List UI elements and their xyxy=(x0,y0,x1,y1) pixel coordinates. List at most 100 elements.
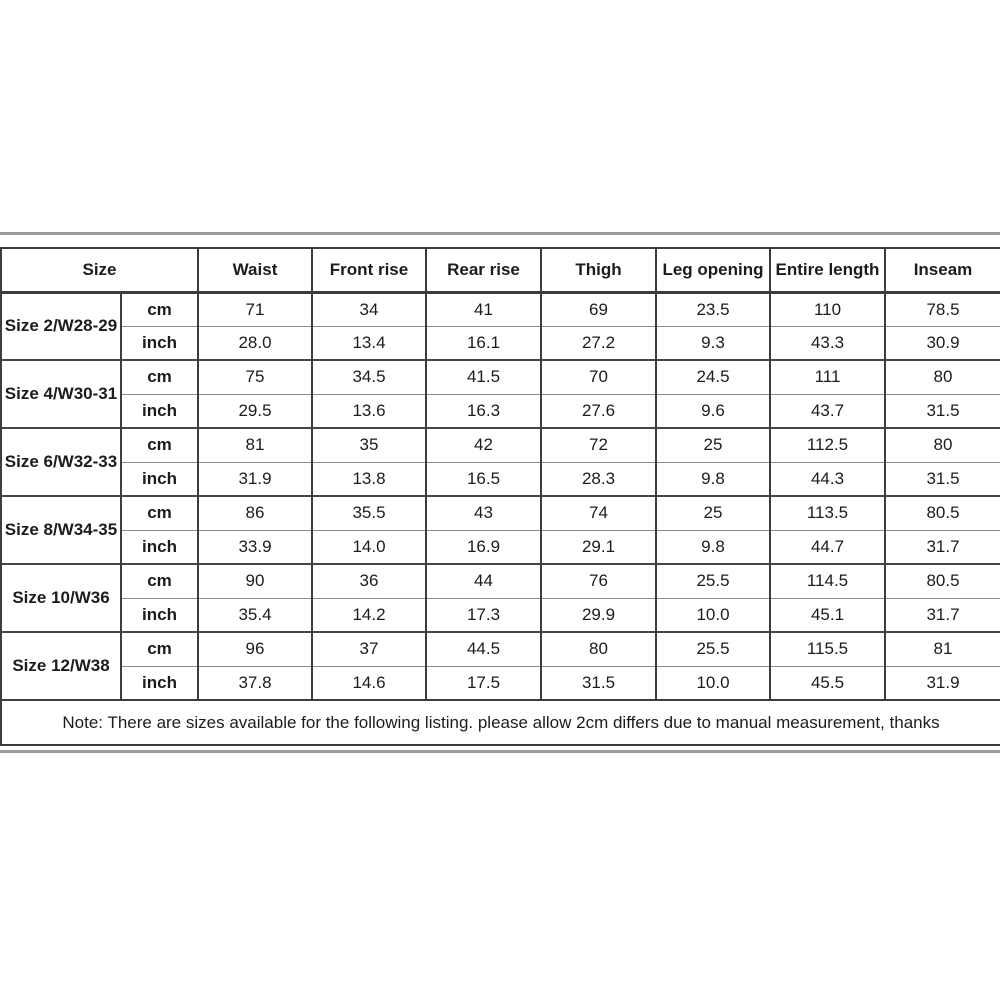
measurement-cell-cm: 37 xyxy=(311,631,427,666)
size-row-cm: Size 10/W36 cm 90 36 44 76 25.5 114.5 80.5 xyxy=(0,563,1000,632)
measurement-cell-inch: 9.8 xyxy=(655,461,771,496)
measurement-cell-inch: 44.7 xyxy=(769,529,886,564)
unit-label-cm: cm xyxy=(120,495,199,530)
measurement-cell-inch: 30.9 xyxy=(884,325,1000,360)
measurement-cell-cm: 86 xyxy=(197,495,313,530)
unit-label-inch: inch xyxy=(120,597,199,632)
measurement-cell-cm: 112.5 xyxy=(769,427,886,462)
unit-label-inch: inch xyxy=(120,393,199,428)
top-divider-line xyxy=(0,232,1000,235)
size-row-cm: Size 2/W28-29 cm 71 34 41 69 23.5 110 78.5 xyxy=(0,291,1000,360)
measurement-cell-inch: 33.9 xyxy=(197,529,313,564)
size-row-cm: Size 6/W32-33 cm 81 35 42 72 25 112.5 80 xyxy=(0,427,1000,496)
measurement-cell-cm: 69 xyxy=(540,291,657,326)
measurement-cell-inch: 31.9 xyxy=(884,665,1000,700)
column-header-waist: Waist xyxy=(197,247,313,294)
size-row-inch: inch 29.5 13.6 16.3 27.6 9.6 43.7 31.5 xyxy=(1,393,1000,428)
size-row-inch: inch 33.9 14.0 16.9 29.1 9.8 44.7 31.7 xyxy=(1,529,1000,564)
measurement-cell-cm: 35.5 xyxy=(311,495,427,530)
measurement-cell-inch: 43.3 xyxy=(769,325,886,360)
measurement-cell-inch: 16.5 xyxy=(425,461,542,496)
bottom-divider-line xyxy=(0,750,1000,753)
measurement-cell-cm: 25.5 xyxy=(655,563,771,598)
measurement-cell-inch: 17.3 xyxy=(425,597,542,632)
measurement-cell-inch: 31.7 xyxy=(884,529,1000,564)
measurement-cell-inch: 16.1 xyxy=(425,325,542,360)
size-label: Size 2/W28-29 xyxy=(0,291,122,360)
measurement-cell-inch: 31.5 xyxy=(540,665,657,700)
measurement-cell-cm: 80 xyxy=(884,427,1000,462)
measurement-cell-inch: 29.1 xyxy=(540,529,657,564)
measurement-cell-inch: 35.4 xyxy=(197,597,313,632)
measurement-cell-inch: 14.0 xyxy=(311,529,427,564)
measurement-cell-cm: 74 xyxy=(540,495,657,530)
measurement-cell-inch: 13.8 xyxy=(311,461,427,496)
column-header-rear-rise: Rear rise xyxy=(425,247,542,294)
measurement-cell-inch: 9.6 xyxy=(655,393,771,428)
unit-label-cm: cm xyxy=(120,291,199,326)
size-row-inch: inch 35.4 14.2 17.3 29.9 10.0 45.1 31.7 xyxy=(1,597,1000,632)
size-row-cm: Size 4/W30-31 cm 75 34.5 41.5 70 24.5 111 80 xyxy=(0,359,1000,428)
measurement-cell-inch: 14.6 xyxy=(311,665,427,700)
measurement-cell-cm: 80 xyxy=(884,359,1000,394)
measurement-cell-cm: 80 xyxy=(540,631,657,666)
column-header-front-rise: Front rise xyxy=(311,247,427,294)
measurement-cell-inch: 13.6 xyxy=(311,393,427,428)
measurement-cell-cm: 81 xyxy=(884,631,1000,666)
unit-label-cm: cm xyxy=(120,427,199,462)
header-row: Size Waist Front rise Rear rise Thigh Le… xyxy=(0,247,1000,294)
measurement-cell-inch: 43.7 xyxy=(769,393,886,428)
measurement-cell-inch: 45.1 xyxy=(769,597,886,632)
measurement-cell-inch: 14.2 xyxy=(311,597,427,632)
measurement-cell-cm: 90 xyxy=(197,563,313,598)
measurement-cell-inch: 16.3 xyxy=(425,393,542,428)
column-header-entire-length: Entire length xyxy=(769,247,886,294)
size-row-inch: inch 37.8 14.6 17.5 31.5 10.0 45.5 31.9 xyxy=(1,665,1000,700)
size-label: Size 4/W30-31 xyxy=(0,359,122,428)
measurement-cell-inch: 10.0 xyxy=(655,597,771,632)
measurement-cell-cm: 41 xyxy=(425,291,542,326)
measurement-cell-cm: 71 xyxy=(197,291,313,326)
unit-label-inch: inch xyxy=(120,325,199,360)
unit-label-inch: inch xyxy=(120,665,199,700)
unit-label-inch: inch xyxy=(120,461,199,496)
measurement-cell-cm: 25 xyxy=(655,495,771,530)
measurement-cell-inch: 10.0 xyxy=(655,665,771,700)
column-header-size: Size xyxy=(0,247,199,294)
measurement-cell-inch: 31.5 xyxy=(884,393,1000,428)
note-row: Note: There are sizes available for the … xyxy=(0,699,1000,746)
measurement-cell-cm: 25.5 xyxy=(655,631,771,666)
measurement-cell-cm: 70 xyxy=(540,359,657,394)
measurement-cell-cm: 42 xyxy=(425,427,542,462)
measurement-cell-inch: 37.8 xyxy=(197,665,313,700)
measurement-cell-inch: 29.9 xyxy=(540,597,657,632)
measurement-cell-cm: 110 xyxy=(769,291,886,326)
column-header-leg-opening: Leg opening xyxy=(655,247,771,294)
measurement-cell-cm: 34 xyxy=(311,291,427,326)
measurement-cell-cm: 115.5 xyxy=(769,631,886,666)
measurement-cell-cm: 44 xyxy=(425,563,542,598)
measurement-cell-cm: 114.5 xyxy=(769,563,886,598)
measurement-cell-inch: 16.9 xyxy=(425,529,542,564)
measurement-cell-cm: 76 xyxy=(540,563,657,598)
note-text: Note: There are sizes available for the … xyxy=(0,699,1000,746)
measurement-cell-cm: 96 xyxy=(197,631,313,666)
measurement-cell-inch: 13.4 xyxy=(311,325,427,360)
measurement-cell-inch: 31.9 xyxy=(197,461,313,496)
measurement-cell-inch: 9.8 xyxy=(655,529,771,564)
measurement-cell-cm: 72 xyxy=(540,427,657,462)
column-header-thigh: Thigh xyxy=(540,247,657,294)
measurement-cell-inch: 28.3 xyxy=(540,461,657,496)
size-label: Size 6/W32-33 xyxy=(0,427,122,496)
unit-label-cm: cm xyxy=(120,563,199,598)
measurement-cell-cm: 80.5 xyxy=(884,563,1000,598)
size-label: Size 8/W34-35 xyxy=(0,495,122,564)
unit-label-inch: inch xyxy=(120,529,199,564)
measurement-cell-cm: 36 xyxy=(311,563,427,598)
measurement-cell-cm: 43 xyxy=(425,495,542,530)
unit-label-cm: cm xyxy=(120,359,199,394)
measurement-cell-cm: 111 xyxy=(769,359,886,394)
size-row-cm: Size 8/W34-35 cm 86 35.5 43 74 25 113.5 80.5 xyxy=(0,495,1000,564)
measurement-cell-inch: 44.3 xyxy=(769,461,886,496)
measurement-cell-inch: 27.6 xyxy=(540,393,657,428)
